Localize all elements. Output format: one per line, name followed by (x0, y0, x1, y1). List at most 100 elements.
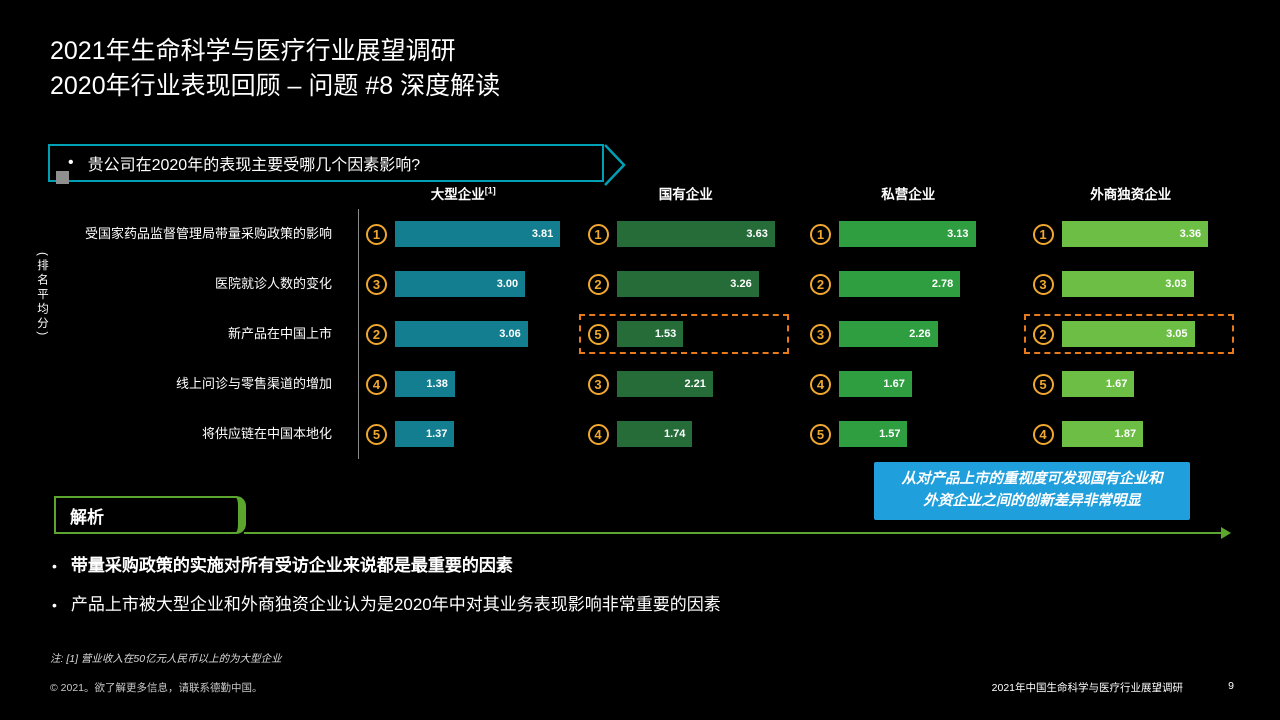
rank-badge: 1 (587, 223, 609, 245)
rank-badge: 2 (366, 323, 387, 345)
footnote: 注: [1] 营业收入在50亿元人民币以上的为大型企业 (50, 653, 282, 665)
bar: 1.67 (839, 371, 912, 397)
bar-track: 3.06 (395, 321, 569, 347)
bar: 1.38 (395, 371, 455, 397)
bar-track: 1.37 (395, 421, 569, 447)
rank-badge: 1 (1032, 223, 1054, 245)
series-column-3: 私营企业 1 3.13 2 2.78 3 2.26 4 1.67 5 1.57 (803, 183, 1014, 459)
analysis-arrow (244, 527, 1231, 539)
bar-value: 1.67 (883, 378, 905, 390)
rank-badge: 3 (587, 373, 609, 395)
bar-row: 3 2.26 (803, 309, 1014, 359)
chart: 受国家药品监督管理局带量采购政策的影响医院就诊人数的变化新产品在中国上市线上问诊… (40, 183, 1236, 459)
bar-track: 3.81 (395, 221, 569, 247)
bar-value: 3.06 (499, 328, 521, 340)
bar-row: 1 3.63 (581, 209, 792, 259)
bullet-text: 产品上市被大型企业和外商独资企业认为是2020年中对其业务表现影响非常重要的因素 (70, 595, 721, 614)
question-box: • 贵公司在2020年的表现主要受哪几个因素影响? (48, 144, 626, 186)
rank-badge: 3 (1032, 273, 1054, 295)
series-header: 大型企业[1] (430, 185, 496, 203)
bar: 3.06 (395, 321, 528, 347)
rank-badge: 5 (366, 423, 387, 445)
bar-value: 3.36 (1179, 228, 1202, 240)
bar-row: 3 3.00 (359, 259, 569, 309)
bar-value: 3.63 (746, 228, 768, 240)
row-label: 新产品在中国上市 (227, 325, 332, 341)
bar-row: 5 1.53 (578, 309, 792, 359)
question-text: 贵公司在2020年的表现主要受哪几个因素影响? (87, 157, 421, 174)
bar-row: 1 3.13 (803, 209, 1014, 259)
footer-copyright: © 2021。欲了解更多信息，请联系德勤中国。 (50, 682, 263, 694)
row-label: 线上问诊与零售渠道的增加 (175, 375, 332, 391)
bar-track: 3.05 (1061, 321, 1237, 347)
footer-report-title: 2021年中国生命科学与医疗行业展望调研 (991, 682, 1183, 694)
bar-track: 1.67 (1061, 371, 1237, 397)
bullet-text: 带量采购政策的实施对所有受访企业来说都是最重要的因素 (70, 556, 513, 575)
series-column-2: 国有企业 1 3.63 2 3.26 5 1.53 3 2.21 4 1.74 (578, 183, 792, 459)
bar-row: 4 1.67 (803, 359, 1014, 409)
row-label: 受国家药品监督管理局带量采购政策的影响 (84, 225, 332, 241)
callout-line-2: 外资企业之间的创新差异非常明显 (923, 493, 1141, 509)
bar-row: 5 1.67 (1026, 359, 1237, 409)
row-label: 医院就诊人数的变化 (214, 275, 332, 291)
bar-row: 2 3.26 (581, 259, 792, 309)
bar: 3.03 (1061, 271, 1194, 297)
slide-title: 2021年生命科学与医疗行业展望调研 2020年行业表现回顾 – 问题 #8 深… (50, 34, 500, 103)
series-column-1: 大型企业[1] 1 3.81 3 3.00 2 3.06 4 1.38 5 1.37 (358, 183, 569, 459)
bar-value: 2.21 (684, 378, 706, 390)
bar: 3.00 (395, 271, 526, 297)
bar-value: 3.81 (531, 228, 554, 240)
bullet-item: • 带量采购政策的实施对所有受访企业来说都是最重要的因素 (52, 551, 721, 576)
bar-value: 3.26 (730, 278, 752, 290)
rank-badge: 4 (587, 423, 609, 445)
bar-track: 1.57 (839, 421, 1014, 447)
rank-badge: 4 (810, 373, 831, 395)
bar: 1.53 (616, 321, 684, 347)
bar-value: 1.87 (1114, 428, 1137, 440)
bar-track: 3.26 (616, 271, 792, 297)
bar-value: 1.37 (426, 428, 448, 440)
bar-value: 2.26 (909, 328, 931, 340)
bar: 2.21 (616, 371, 713, 397)
bar-row: 4 1.38 (359, 359, 569, 409)
row-label: 将供应链在中国本地化 (201, 425, 332, 441)
series-column-4: 外商独资企业 1 3.36 3 3.03 2 3.05 5 1.67 4 1.87 (1023, 183, 1237, 459)
bar: 3.05 (1061, 321, 1195, 347)
y-axis-label: (排名平均分) (36, 252, 48, 339)
bar-track: 3.13 (839, 221, 1014, 247)
question-bullet: • (68, 154, 74, 171)
series-rows: 1 3.36 3 3.03 2 3.05 5 1.67 4 1.87 (1023, 209, 1237, 459)
title-line-2: 2020年行业表现回顾 – 问题 #8 深度解读 (50, 71, 501, 100)
bar-track: 1.38 (395, 371, 569, 397)
analysis-label-box: 解析 (54, 496, 246, 534)
bar-row: 1 3.36 (1026, 209, 1237, 259)
bar: 3.63 (616, 221, 775, 247)
bar-value: 1.57 (879, 428, 901, 440)
bar-value: 3.13 (947, 228, 969, 240)
bar-track: 1.87 (1061, 421, 1237, 447)
bar: 3.81 (395, 221, 561, 247)
bar-value: 2.78 (931, 278, 954, 290)
rank-badge: 4 (366, 373, 387, 395)
rank-badge: 3 (366, 273, 387, 295)
bar-value: 1.53 (654, 328, 677, 340)
bar-value: 3.05 (1166, 328, 1188, 340)
row-labels: 受国家药品监督管理局带量采购政策的影响医院就诊人数的变化新产品在中国上市线上问诊… (40, 183, 346, 459)
bar: 3.36 (1061, 221, 1209, 247)
bar-row: 2 3.05 (1023, 309, 1237, 359)
rank-badge: 2 (810, 273, 831, 295)
bar-row: 4 1.87 (1026, 409, 1237, 459)
series-header: 私营企业 (881, 187, 936, 202)
bar-row: 3 2.21 (581, 359, 792, 409)
bar-track: 1.53 (616, 321, 792, 347)
bar-row: 2 3.06 (359, 309, 569, 359)
decorative-square (56, 171, 69, 184)
series-rows: 1 3.81 3 3.00 2 3.06 4 1.38 5 1.37 (358, 209, 569, 459)
bar-row: 3 3.03 (1026, 259, 1237, 309)
rank-badge: 1 (366, 223, 387, 245)
bar-row: 1 3.81 (359, 209, 569, 259)
series-header: 外商独资企业 (1090, 187, 1172, 202)
bar-value: 1.38 (426, 378, 448, 390)
bar-value: 3.03 (1165, 278, 1187, 290)
